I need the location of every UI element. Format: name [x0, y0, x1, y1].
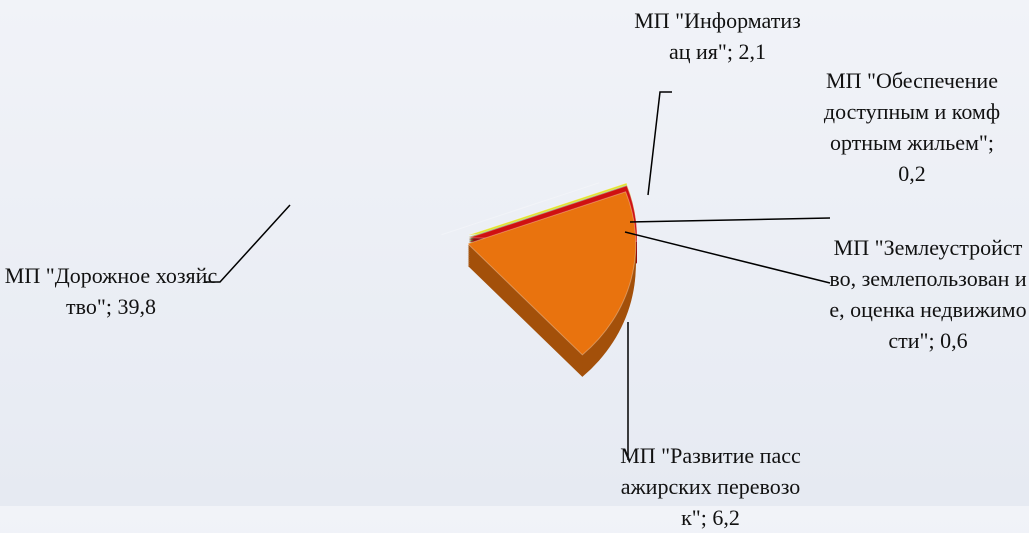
- data-label: МП "Информатизац ия"; 2,1: [634, 8, 801, 64]
- leader-line: [624, 231, 831, 284]
- data-label: МП "Землеустройст во, землепользован ие,…: [829, 235, 1027, 353]
- pie-canvas: [205, 91, 831, 460]
- chart: МП "Информатизац ия"; 2,1 МП "Обеспечение…: [4, 8, 1027, 530]
- slice: [466, 191, 637, 356]
- leader-line: [629, 217, 831, 223]
- leader-line: [647, 91, 672, 196]
- data-label: МП "Обеспечение доступным и комфортным ж…: [823, 68, 1001, 186]
- leader-line: [205, 204, 291, 283]
- data-label: МП "Развитие пассажирских перевозок"; 6,…: [620, 443, 801, 530]
- data-label: МП "Дорожное хозяйство"; 39,8: [4, 263, 218, 319]
